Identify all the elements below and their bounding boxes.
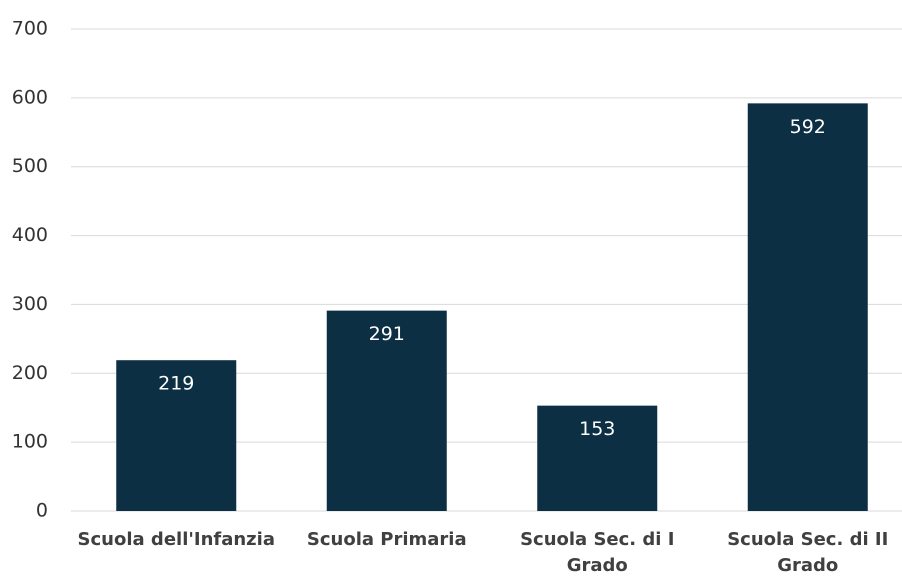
bar (747, 103, 868, 511)
x-tick-label: Scuola Sec. di I Grado (520, 529, 675, 576)
y-tick-label: 300 (12, 293, 48, 315)
y-tick-label: 400 (12, 224, 48, 246)
data-label: 153 (579, 418, 615, 440)
bar (116, 360, 237, 511)
x-tick-label: Scuola Primaria (306, 529, 467, 550)
y-tick-label: 0 (36, 500, 48, 522)
y-tick-label: 100 (12, 431, 48, 453)
data-label: 592 (790, 116, 826, 138)
y-tick-label: 500 (12, 155, 48, 177)
y-tick-label: 200 (12, 362, 48, 384)
x-tick-label: Scuola Sec. di II Grado (727, 529, 889, 576)
data-label: 291 (369, 323, 405, 345)
bar (537, 405, 658, 511)
y-tick-label: 700 (12, 18, 48, 40)
bar (326, 310, 447, 511)
data-label: 219 (158, 373, 194, 395)
y-tick-label: 600 (12, 86, 48, 108)
x-tick-label: Scuola dell'Infanzia (77, 529, 275, 550)
